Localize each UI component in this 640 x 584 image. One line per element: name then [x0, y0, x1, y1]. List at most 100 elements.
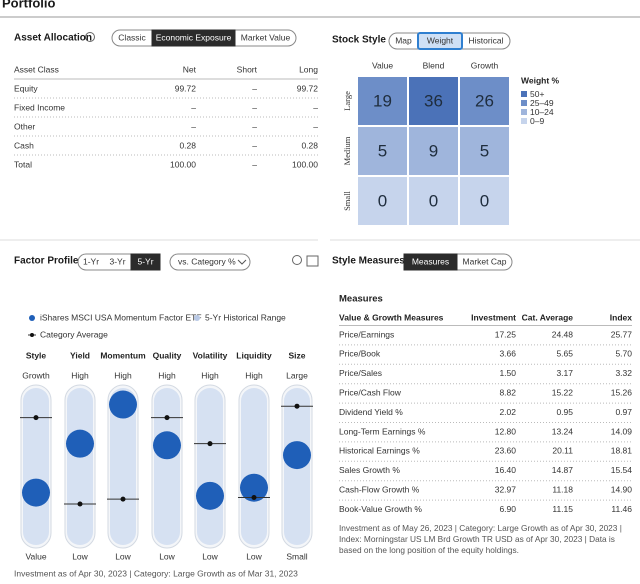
cell: – — [252, 159, 257, 169]
row-header: Medium — [342, 136, 352, 165]
tab[interactable]: 3-Yr — [109, 256, 125, 266]
tab-active — [417, 32, 463, 50]
factor-range — [197, 388, 223, 545]
cell: – — [252, 121, 257, 131]
legend-swatch — [521, 91, 527, 97]
cell: 3.66 — [499, 349, 516, 359]
tab[interactable]: Market Cap — [463, 256, 507, 266]
cell: 12.80 — [495, 426, 517, 436]
legend-label: 0–9 — [530, 116, 544, 126]
info-icon[interactable] — [292, 255, 302, 265]
section-title: Style Measures — [332, 256, 405, 267]
fund-dot — [22, 478, 50, 507]
cell: 0.97 — [615, 407, 632, 417]
factor-range — [23, 388, 49, 545]
cell: 6.90 — [499, 504, 516, 514]
tab[interactable]: Historical — [469, 35, 504, 45]
cell: 32.97 — [495, 484, 517, 494]
cell: 20.11 — [552, 446, 573, 456]
tab[interactable]: 5-Yr — [137, 256, 153, 266]
category-dot — [77, 501, 83, 507]
cell: 99.72 — [175, 83, 197, 93]
cell: – — [313, 121, 318, 131]
cell: Long-Term Earnings % — [339, 426, 426, 436]
factor-low: Value — [25, 551, 46, 561]
dropdown-caret[interactable] — [237, 259, 247, 265]
category-dot — [33, 415, 39, 421]
cell: Dividend Yield % — [339, 407, 403, 417]
factor-high: Growth — [22, 370, 50, 380]
cell: Fixed Income — [14, 102, 65, 112]
cell-value: 0 — [378, 191, 387, 210]
tab[interactable]: Measures — [412, 256, 449, 266]
cell: – — [313, 102, 318, 112]
column-header: Cat. Average — [522, 312, 574, 322]
factor-low: Low — [72, 551, 88, 561]
factor-low: Small — [286, 551, 307, 561]
legend-label: iShares MSCI USA Momentum Factor ETF — [40, 312, 202, 322]
cell-value: 9 — [429, 141, 438, 160]
cell: 5.70 — [615, 349, 632, 359]
section-title: Factor Profile — [14, 256, 79, 267]
cell: 3.17 — [556, 368, 573, 378]
legend-dot — [30, 333, 34, 337]
cell: 11.18 — [552, 484, 573, 494]
column-header: Investment — [471, 312, 516, 322]
cell-value: 26 — [475, 91, 494, 110]
cell: Sales Growth % — [339, 465, 400, 475]
cell: 14.90 — [611, 484, 633, 494]
cell-value: 0 — [429, 191, 438, 210]
legend-label: 25–49 — [530, 98, 554, 108]
factor-high: High — [245, 370, 263, 380]
fund-dot — [283, 441, 311, 470]
cell: 5.65 — [556, 349, 573, 359]
cell: 0.28 — [179, 140, 196, 150]
fund-dot — [109, 390, 137, 419]
cell: 11.15 — [552, 504, 573, 514]
page-title: Portfolio — [2, 0, 55, 10]
factor-high: Large — [286, 370, 308, 380]
style-cell — [358, 177, 407, 225]
tab[interactable]: Classic — [118, 32, 146, 42]
fund-dot — [240, 473, 268, 502]
legend-swatch — [521, 100, 527, 106]
column-header: Growth — [471, 60, 499, 70]
category-dot — [207, 441, 213, 447]
cell: Price/Sales — [339, 368, 382, 378]
info-icon[interactable] — [85, 32, 95, 42]
style-cell — [358, 77, 407, 125]
tab[interactable]: Market Value — [241, 32, 291, 42]
cell: – — [252, 83, 257, 93]
cell: – — [252, 102, 257, 112]
cell: Equity — [14, 83, 38, 93]
table-icon[interactable] — [306, 255, 319, 267]
legend-swatch — [521, 118, 527, 124]
cell: 17.25 — [495, 329, 517, 339]
cell: 100.00 — [292, 159, 318, 169]
factor-name: Quality — [153, 350, 182, 360]
fund-dot — [66, 429, 94, 458]
cell-value: 36 — [424, 91, 443, 110]
style-cell — [460, 177, 509, 225]
factor-high: High — [114, 370, 132, 380]
tab-active — [130, 253, 161, 271]
legend-label: 10–24 — [530, 107, 554, 117]
cell: 99.72 — [297, 83, 319, 93]
factor-name: Momentum — [100, 350, 146, 360]
style-cell — [409, 77, 458, 125]
cell: Historical Earnings % — [339, 446, 420, 456]
tab[interactable]: 1-Yr — [83, 256, 99, 266]
column-header: Asset Class — [14, 64, 59, 74]
tab[interactable]: Weight — [427, 35, 454, 45]
dropdown[interactable] — [169, 253, 251, 271]
cell: 14.87 — [552, 465, 574, 475]
tab[interactable]: Economic Exposure — [156, 32, 232, 42]
dropdown-label[interactable]: vs. Category % — [178, 256, 236, 266]
cell: 15.54 — [611, 465, 633, 475]
legend-label: 5-Yr Historical Range — [205, 312, 286, 322]
fund-dot — [196, 481, 224, 510]
factor-high: High — [71, 370, 89, 380]
tab[interactable]: Map — [395, 35, 412, 45]
